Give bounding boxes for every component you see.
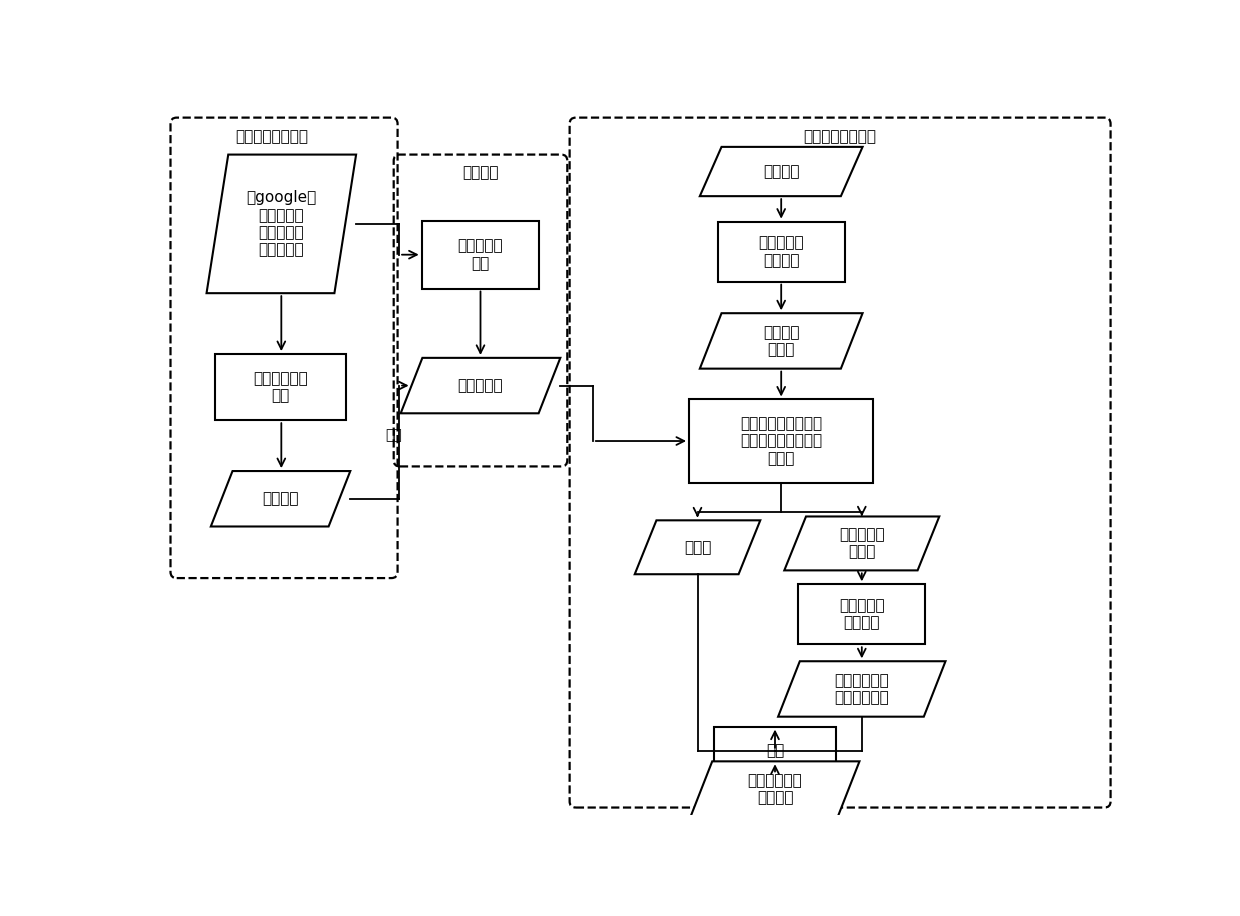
Polygon shape	[779, 661, 945, 716]
Text: 实时遥感飞行处理: 实时遥感飞行处理	[804, 129, 877, 145]
FancyBboxPatch shape	[799, 584, 925, 644]
Text: 建立空间约束关系: 建立空间约束关系	[234, 129, 308, 145]
FancyBboxPatch shape	[718, 222, 844, 281]
Text: 从google获
取的相应的
桥梁地域的
可见光图像: 从google获 取的相应的 桥梁地域的 可见光图像	[247, 191, 316, 257]
Text: 背景区: 背景区	[683, 540, 712, 555]
Polygon shape	[699, 313, 863, 368]
Text: 建立空间约束
关系: 建立空间约束 关系	[253, 371, 308, 403]
Polygon shape	[691, 761, 859, 817]
Text: 气动光学效
应精校正: 气动光学效 应精校正	[839, 598, 884, 630]
FancyBboxPatch shape	[689, 399, 873, 483]
Text: 建立多尺度
模板: 建立多尺度 模板	[458, 238, 503, 271]
Text: 感兴趣桥梁
目标区: 感兴趣桥梁 目标区	[839, 528, 884, 560]
Polygon shape	[699, 147, 863, 196]
Text: 实时校正后的
桥梁图像: 实时校正后的 桥梁图像	[748, 773, 802, 805]
Text: 校正后的感兴
趣桥梁目标区: 校正后的感兴 趣桥梁目标区	[835, 672, 889, 705]
Polygon shape	[401, 358, 560, 413]
Text: 地面准备: 地面准备	[463, 166, 498, 180]
FancyBboxPatch shape	[422, 221, 539, 289]
Polygon shape	[635, 520, 760, 574]
Polygon shape	[207, 155, 356, 293]
Polygon shape	[211, 471, 351, 527]
FancyBboxPatch shape	[714, 726, 836, 774]
FancyBboxPatch shape	[216, 354, 346, 420]
Text: 多尺度模板: 多尺度模板	[458, 378, 503, 393]
Text: 指导: 指导	[386, 428, 402, 442]
Text: 合并: 合并	[766, 743, 784, 758]
Text: 气动光学效
应初校正: 气动光学效 应初校正	[759, 235, 804, 267]
Text: 初校正后
的图像: 初校正后 的图像	[763, 324, 800, 357]
Polygon shape	[785, 517, 940, 571]
Text: 约束知识: 约束知识	[263, 491, 299, 507]
Text: 实时图像: 实时图像	[763, 164, 800, 179]
Text: 选取相应尺度的模板
匹配提取感兴趣桥梁
目标区: 选取相应尺度的模板 匹配提取感兴趣桥梁 目标区	[740, 416, 822, 466]
